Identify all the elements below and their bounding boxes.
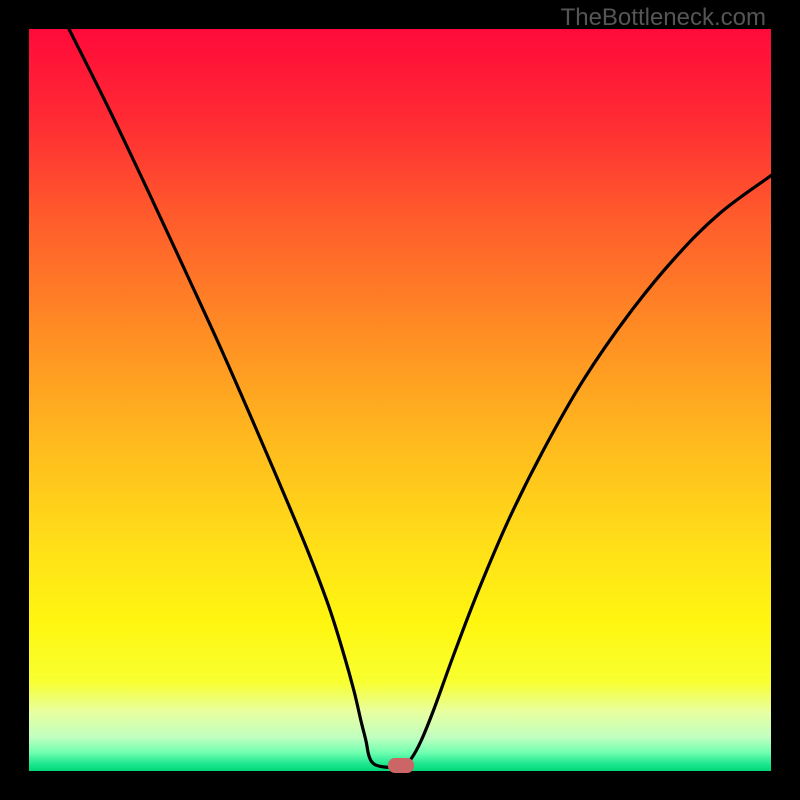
chart-plot-area [29, 29, 771, 771]
chart-minimum-marker [388, 758, 414, 773]
watermark-text: TheBottleneck.com [561, 4, 766, 32]
